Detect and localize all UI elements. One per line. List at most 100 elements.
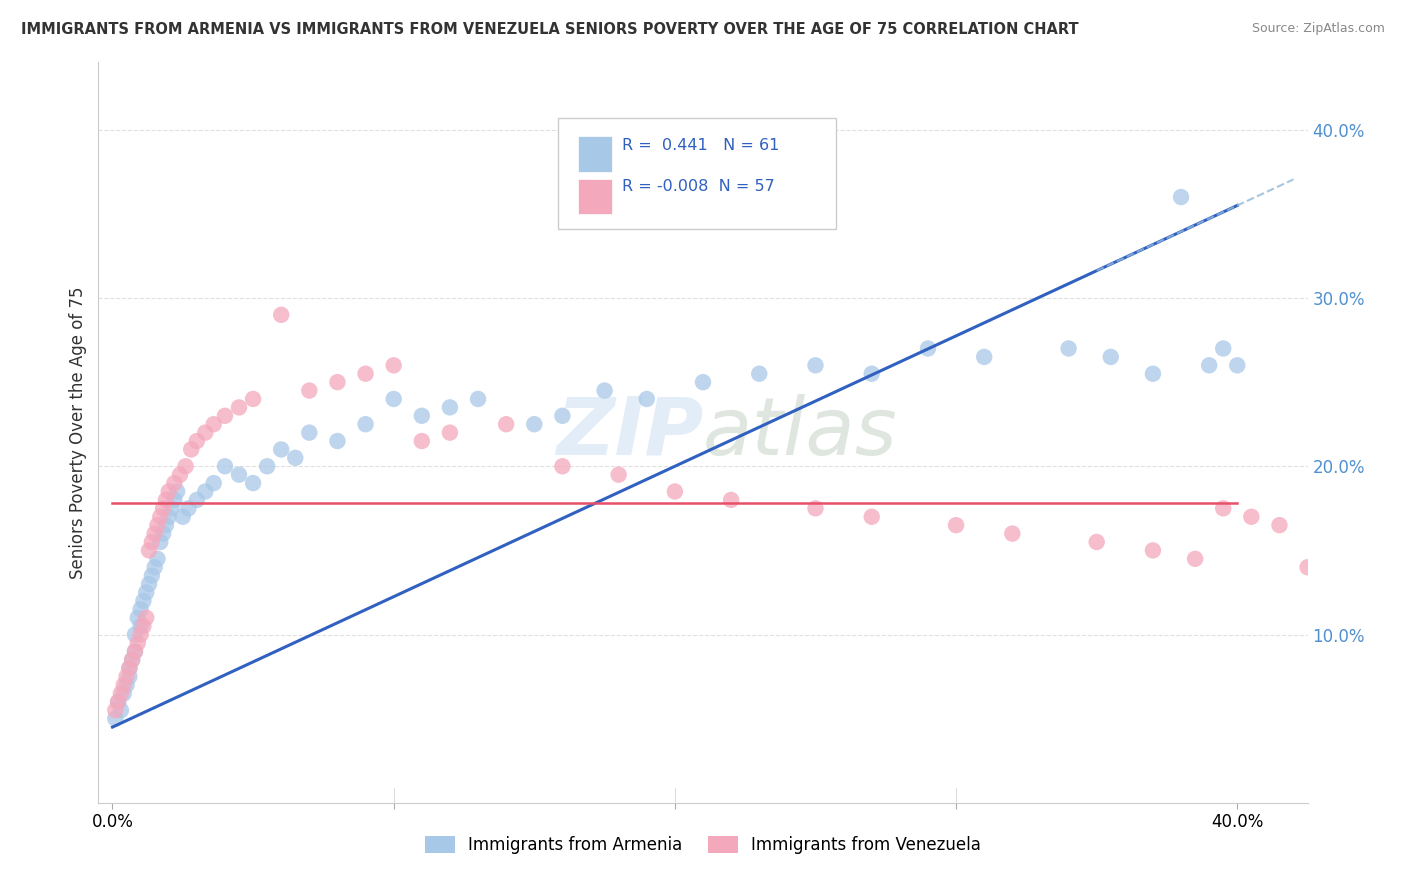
Point [143,560,166,574]
Point [382,359,405,373]
Point [214,459,236,474]
Point [118,661,141,675]
Point [115,670,138,684]
Y-axis label: Seniors Poverty Over the Age of 75: Seniors Poverty Over the Age of 75 [69,286,87,579]
Point [411,409,433,423]
Point [1268,518,1291,533]
Point [138,543,160,558]
Point [945,518,967,533]
Point [163,476,186,491]
Point [1184,551,1206,566]
Point [228,467,250,482]
Point [157,509,180,524]
Point [155,518,177,533]
Point [186,492,208,507]
Point [270,308,292,322]
Point [720,492,742,507]
Point [256,459,278,474]
Point [135,585,157,599]
Point [242,392,264,406]
Point [1057,342,1080,356]
Point [118,670,141,684]
Point [138,577,160,591]
Point [1198,359,1220,373]
Point [439,425,461,440]
Point [860,509,883,524]
FancyBboxPatch shape [558,118,837,229]
Point [523,417,546,432]
Point [1212,501,1234,516]
Point [636,392,658,406]
Point [917,342,939,356]
Point [104,703,127,717]
Point [172,509,194,524]
Text: R =  0.441   N = 61: R = 0.441 N = 61 [621,138,779,153]
Point [495,417,517,432]
Text: atlas: atlas [703,393,898,472]
Point [242,476,264,491]
Point [121,653,143,667]
Point [152,501,174,516]
Point [107,695,129,709]
Point [354,417,377,432]
Point [326,434,349,448]
Point [1226,359,1249,373]
Point [146,551,169,566]
Point [467,392,489,406]
Point [157,484,180,499]
Point [129,627,152,641]
Point [973,350,995,364]
Point [804,359,827,373]
Point [202,417,225,432]
Point [1170,190,1192,204]
Legend: Immigrants from Armenia, Immigrants from Venezuela: Immigrants from Armenia, Immigrants from… [419,830,987,861]
Point [149,509,172,524]
Point [284,450,307,465]
Point [194,425,217,440]
Point [146,518,169,533]
Point [1099,350,1122,364]
Point [124,627,146,641]
Point [1142,543,1164,558]
Point [270,442,292,457]
Point [411,434,433,448]
Point [129,602,152,616]
Point [1296,560,1319,574]
Point [163,492,186,507]
Point [804,501,827,516]
Point [1240,509,1263,524]
Point [152,526,174,541]
Point [124,644,146,658]
Point [166,484,188,499]
Point [1324,551,1347,566]
Point [228,401,250,415]
Point [174,459,197,474]
FancyBboxPatch shape [578,136,613,172]
Point [1001,526,1024,541]
Point [326,375,349,389]
Point [118,661,141,675]
Point [1353,686,1375,700]
FancyBboxPatch shape [578,178,613,214]
Point [439,401,461,415]
Point [135,610,157,624]
Point [1085,535,1108,549]
Text: Source: ZipAtlas.com: Source: ZipAtlas.com [1251,22,1385,36]
Point [112,686,135,700]
Point [104,712,127,726]
Point [551,409,574,423]
Point [664,484,686,499]
Text: ZIP: ZIP [555,393,703,472]
Point [298,384,321,398]
Point [593,384,616,398]
Point [107,695,129,709]
Point [127,636,149,650]
Point [186,434,208,448]
Point [143,526,166,541]
Point [551,459,574,474]
Point [169,467,191,482]
Point [132,594,155,608]
Point [180,442,202,457]
Point [194,484,217,499]
Text: R = -0.008  N = 57: R = -0.008 N = 57 [621,179,775,194]
